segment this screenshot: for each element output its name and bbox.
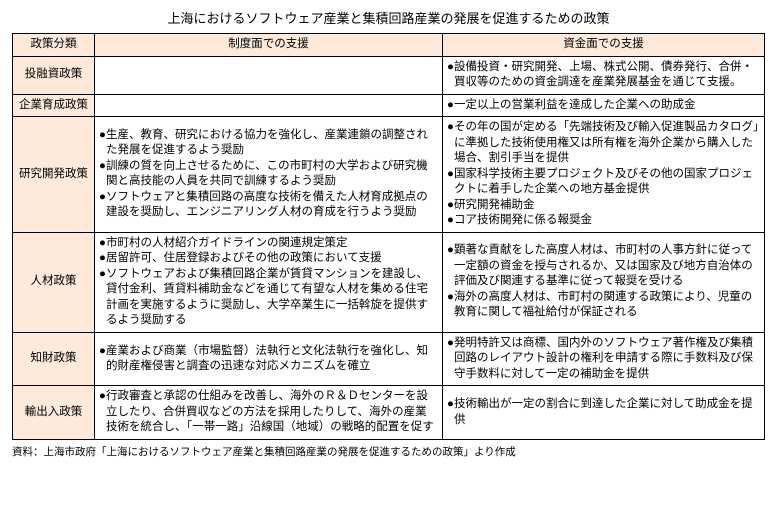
category-cell: 企業育成政策 (13, 94, 95, 117)
table-cell: ●一定以上の営業利益を達成した企業への助成金 (443, 94, 765, 117)
bullet-item: ●顕著な貢献をした高度人材は、市町村の人事方針に従って一定額の資金を授与されるか… (447, 243, 760, 290)
bullet-text: 一定以上の営業利益を達成した企業への助成金 (454, 98, 760, 114)
bullet-mark-icon: ● (447, 397, 454, 413)
table-row: 企業育成政策 ●一定以上の営業利益を達成した企業への助成金 (13, 94, 765, 117)
table-cell: ●生産、教育、研究における協力を強化し、産業連鎖の調整された発展を促進するよう奨… (95, 117, 443, 233)
bullet-mark-icon: ● (447, 336, 454, 352)
table-header-row: 政策分類 制度面での支援 資金面での支援 (13, 34, 765, 57)
bullet-item: ●訓練の質を向上させるために、この市町村の大学および研究機関と高技能の人員を共同… (99, 159, 438, 190)
bullet-text: 行政審査と承認の仕組みを改善し、海外のＲ＆Ｄセンターを設立したり、合併買収などの… (106, 389, 438, 436)
bullet-mark-icon: ● (99, 128, 106, 144)
category-cell: 投融資政策 (13, 56, 95, 94)
bullet-text: 居留許可、住居登録およびその他の政策において支援 (106, 251, 438, 267)
bullet-item: ●居留許可、住居登録およびその他の政策において支援 (99, 251, 438, 267)
table-cell: ●その年の国が定める「先端技術及び輸入促進製品カタログ」に準拠した技術使用権又は… (443, 117, 765, 233)
bullet-text: 市町村の人材紹介ガイドラインの関連規定策定 (106, 236, 438, 252)
bullet-item: ●コア技術開発に係る報奨金 (447, 213, 760, 229)
bullet-item: ●生産、教育、研究における協力を強化し、産業連鎖の調整された発展を促進するよう奨… (99, 128, 438, 159)
bullet-item: ●発明特許又は商標、国内外のソフトウェア著作権及び集積回路のレイアウト設計の権利… (447, 336, 760, 383)
header-col1: 政策分類 (13, 34, 95, 57)
bullet-text: 技術輸出が一定の割合に到達した企業に対して助成金を提供 (454, 397, 760, 428)
header-col3: 資金面での支援 (443, 34, 765, 57)
source-note: 資料：上海市政府「上海におけるソフトウェア産業と集積回路産業の発展を促進するため… (12, 444, 765, 459)
table-cell: ●行政審査と承認の仕組みを改善し、海外のＲ＆Ｄセンターを設立したり、合併買収など… (95, 386, 443, 440)
table-row: 研究開発政策●生産、教育、研究における協力を強化し、産業連鎖の調整された発展を促… (13, 117, 765, 233)
bullet-mark-icon: ● (447, 213, 454, 229)
bullet-mark-icon: ● (99, 190, 106, 206)
bullet-item: ●その年の国が定める「先端技術及び輸入促進製品カタログ」に準拠した技術使用権又は… (447, 120, 760, 167)
category-cell: 知財政策 (13, 332, 95, 386)
table-cell (95, 56, 443, 94)
page-title: 上海におけるソフトウェア産業と集積回路産業の発展を促進するための政策 (12, 8, 765, 27)
bullet-mark-icon: ● (99, 344, 106, 360)
bullet-mark-icon: ● (447, 167, 454, 183)
bullet-mark-icon: ● (99, 236, 106, 252)
category-cell: 輸出入政策 (13, 386, 95, 440)
table-cell: ●産業および商業（市場監督）法執行と文化法執行を強化し、知的財産権侵害と調査の迅… (95, 332, 443, 386)
bullet-text: コア技術開発に係る報奨金 (454, 213, 760, 229)
bullet-item: ●市町村の人材紹介ガイドラインの関連規定策定 (99, 236, 438, 252)
bullet-item: ●設備投資・研究開発、上場、株式公開、債券発行、合併・買収等のための資金調達を産… (447, 60, 760, 91)
bullet-text: 生産、教育、研究における協力を強化し、産業連鎖の調整された発展を促進するよう奨励 (106, 128, 438, 159)
bullet-mark-icon: ● (447, 290, 454, 306)
table-row: 知財政策●産業および商業（市場監督）法執行と文化法執行を強化し、知的財産権侵害と… (13, 332, 765, 386)
bullet-mark-icon: ● (447, 60, 454, 76)
bullet-item: ●技術輸出が一定の割合に到達した企業に対して助成金を提供 (447, 397, 760, 428)
table-cell: ●市町村の人材紹介ガイドラインの関連規定策定●居留許可、住居登録およびその他の政… (95, 232, 443, 332)
table-row: 投融資政策 ●設備投資・研究開発、上場、株式公開、債券発行、合併・買収等のための資… (13, 56, 765, 94)
bullet-mark-icon: ● (447, 120, 454, 136)
bullet-text: ソフトウェアおよび集積回路企業が賃貸マンションを建設し、貸付金利、賃貸料補助金な… (106, 267, 438, 329)
table-cell: ●設備投資・研究開発、上場、株式公開、債券発行、合併・買収等のための資金調達を産… (443, 56, 765, 94)
bullet-mark-icon: ● (447, 198, 454, 214)
policy-table: 政策分類 制度面での支援 資金面での支援 投融資政策●設備投資・研究開発、上場、… (12, 33, 765, 440)
table-cell (95, 94, 443, 117)
category-cell: 研究開発政策 (13, 117, 95, 233)
bullet-mark-icon: ● (99, 251, 106, 267)
bullet-text: 海外の高度人材は、市町村の関連する政策により、児童の教育に関して福祉給付が保証さ… (454, 290, 760, 321)
table-row: 輸出入政策●行政審査と承認の仕組みを改善し、海外のＲ＆Ｄセンターを設立したり、合… (13, 386, 765, 440)
bullet-text: 産業および商業（市場監督）法執行と文化法執行を強化し、知的財産権侵害と調査の迅速… (106, 344, 438, 375)
bullet-item: ●行政審査と承認の仕組みを改善し、海外のＲ＆Ｄセンターを設立したり、合併買収など… (99, 389, 438, 436)
header-col2: 制度面での支援 (95, 34, 443, 57)
bullet-item: ●国家科学技術主要プロジェクト及びその他の国家プロジェクトに着手した企業への地方… (447, 167, 760, 198)
bullet-text: 設備投資・研究開発、上場、株式公開、債券発行、合併・買収等のための資金調達を産業… (454, 60, 760, 91)
bullet-mark-icon: ● (99, 159, 106, 175)
bullet-mark-icon: ● (99, 389, 106, 405)
bullet-item: ●ソフトウェアおよび集積回路企業が賃貸マンションを建設し、貸付金利、賃貸料補助金… (99, 267, 438, 329)
bullet-mark-icon: ● (447, 243, 454, 259)
bullet-item: ●一定以上の営業利益を達成した企業への助成金 (447, 98, 760, 114)
table-cell: ●技術輸出が一定の割合に到達した企業に対して助成金を提供 (443, 386, 765, 440)
bullet-item: ●ソフトウェアと集積回路の高度な技術を備えた人材育成拠点の建設を奨励し、エンジニ… (99, 190, 438, 221)
bullet-mark-icon: ● (99, 267, 106, 283)
bullet-text: 発明特許又は商標、国内外のソフトウェア著作権及び集積回路のレイアウト設計の権利を… (454, 336, 760, 383)
bullet-item: ●産業および商業（市場監督）法執行と文化法執行を強化し、知的財産権侵害と調査の迅… (99, 344, 438, 375)
bullet-text: その年の国が定める「先端技術及び輸入促進製品カタログ」に準拠した技術使用権又は所… (454, 120, 760, 167)
bullet-text: 訓練の質を向上させるために、この市町村の大学および研究機関と高技能の人員を共同で… (106, 159, 438, 190)
bullet-text: ソフトウェアと集積回路の高度な技術を備えた人材育成拠点の建設を奨励し、エンジニア… (106, 190, 438, 221)
bullet-text: 国家科学技術主要プロジェクト及びその他の国家プロジェクトに着手した企業への地方基… (454, 167, 760, 198)
category-cell: 人材政策 (13, 232, 95, 332)
bullet-text: 顕著な貢献をした高度人材は、市町村の人事方針に従って一定額の資金を授与されるか、… (454, 243, 760, 290)
bullet-item: ●研究開発補助金 (447, 198, 760, 214)
bullet-mark-icon: ● (447, 98, 454, 114)
table-cell: ●発明特許又は商標、国内外のソフトウェア著作権及び集積回路のレイアウト設計の権利… (443, 332, 765, 386)
bullet-item: ●海外の高度人材は、市町村の関連する政策により、児童の教育に関して福祉給付が保証… (447, 290, 760, 321)
table-cell: ●顕著な貢献をした高度人材は、市町村の人事方針に従って一定額の資金を授与されるか… (443, 232, 765, 332)
bullet-text: 研究開発補助金 (454, 198, 760, 214)
table-row: 人材政策●市町村の人材紹介ガイドラインの関連規定策定●居留許可、住居登録およびそ… (13, 232, 765, 332)
